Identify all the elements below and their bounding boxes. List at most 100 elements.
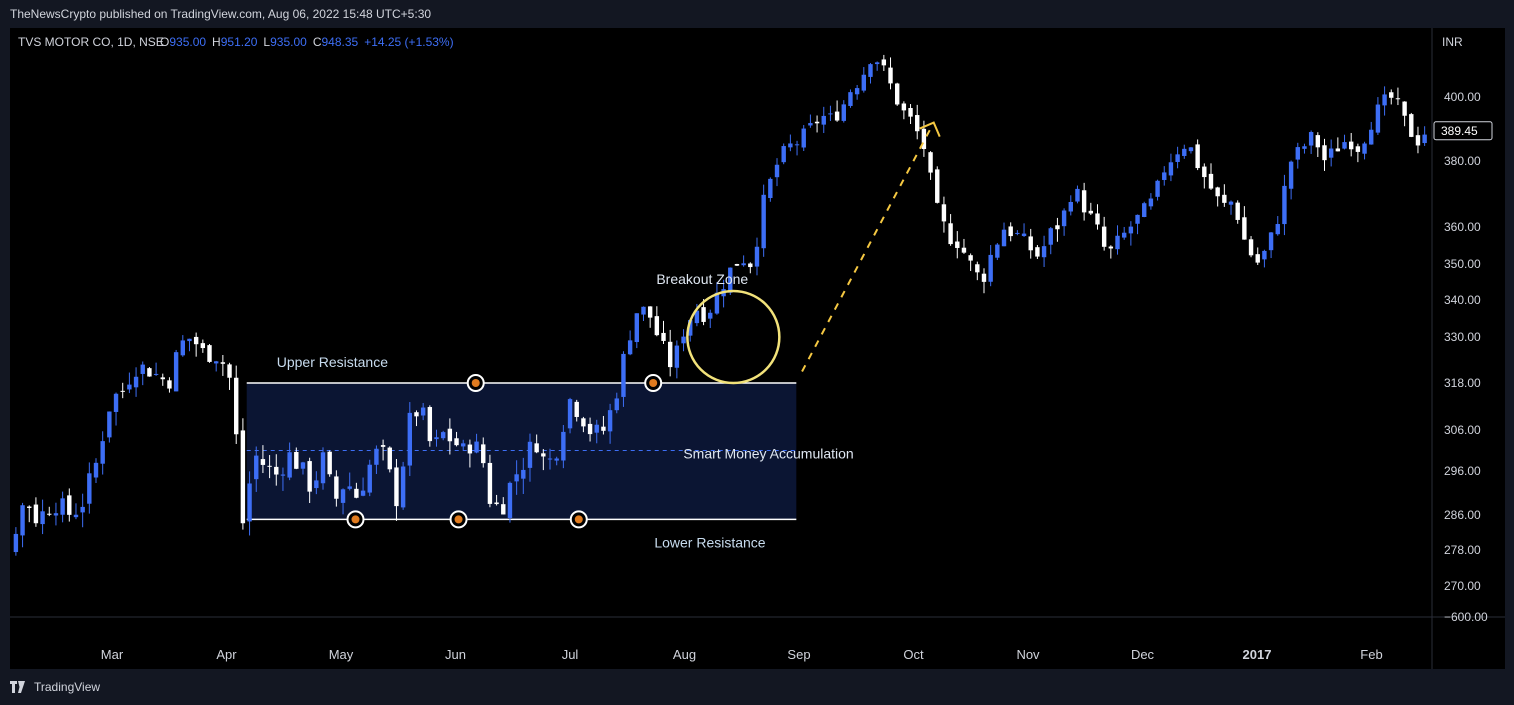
candle-body bbox=[267, 465, 272, 467]
candle-body bbox=[1175, 154, 1180, 163]
candle-body bbox=[1328, 148, 1334, 158]
candle-body bbox=[621, 353, 626, 397]
candle-body bbox=[1248, 239, 1254, 256]
candle-body bbox=[160, 377, 165, 380]
candle-body bbox=[674, 345, 680, 368]
candle-body bbox=[454, 438, 459, 446]
candle-body bbox=[908, 108, 913, 117]
candle-body bbox=[387, 447, 392, 470]
candle-body bbox=[1335, 148, 1341, 152]
candle-body bbox=[901, 103, 907, 111]
candle-body bbox=[768, 178, 773, 199]
candle-body bbox=[367, 464, 372, 493]
price-tick-label: 350.00 bbox=[1444, 257, 1481, 271]
candle-body bbox=[501, 504, 506, 515]
legend-l-value: 935.00 bbox=[270, 35, 307, 49]
time-tick-label: Jul bbox=[562, 647, 579, 662]
footer: TradingView bbox=[10, 680, 100, 694]
candle-body bbox=[734, 264, 740, 266]
candlestick-chart[interactable]: TVS MOTOR CO, 1D, NSE O935.00 H951.20 L935… bbox=[10, 28, 1505, 669]
candle-body bbox=[1362, 143, 1367, 154]
candle-body bbox=[207, 345, 212, 362]
candle-body bbox=[521, 469, 526, 479]
candle-body bbox=[701, 307, 706, 322]
candle-body bbox=[461, 443, 466, 447]
candle-body bbox=[481, 444, 486, 464]
time-tick-label: Jun bbox=[445, 647, 466, 662]
price-tick-label: 318.00 bbox=[1444, 376, 1481, 390]
candle-body bbox=[1255, 254, 1260, 263]
candle-body bbox=[240, 430, 246, 524]
candle-body bbox=[581, 418, 586, 427]
candles-layer bbox=[13, 54, 1427, 556]
candle-body bbox=[808, 123, 813, 126]
candle-body bbox=[948, 223, 953, 245]
lower-resistance-label: Lower Resistance bbox=[654, 534, 765, 550]
candle-body bbox=[1422, 134, 1427, 144]
candle-body bbox=[1369, 129, 1374, 145]
candle-body bbox=[13, 533, 19, 553]
candle-body bbox=[414, 412, 419, 417]
legend-symbol[interactable]: TVS MOTOR CO, 1D, NSE bbox=[18, 35, 164, 49]
candle-body bbox=[287, 452, 292, 478]
candle-body bbox=[681, 336, 686, 344]
chart-frame[interactable]: TVS MOTOR CO, 1D, NSE O935.00 H951.20 L935… bbox=[10, 28, 1505, 669]
candle-body bbox=[688, 320, 693, 336]
candle-body bbox=[661, 332, 666, 341]
candle-body bbox=[127, 384, 132, 390]
candle-body bbox=[320, 452, 326, 484]
candle-body bbox=[1162, 172, 1167, 180]
candle-body bbox=[407, 412, 413, 466]
breakout-circle bbox=[686, 289, 781, 385]
candle-body bbox=[941, 204, 947, 222]
candle-body bbox=[975, 264, 980, 273]
candle-body bbox=[781, 146, 786, 163]
candle-body bbox=[374, 448, 379, 465]
candle-body bbox=[234, 377, 239, 435]
candle-body bbox=[861, 74, 867, 91]
candle-body bbox=[1015, 232, 1020, 234]
candle-body bbox=[180, 340, 186, 356]
candle-body bbox=[1142, 203, 1147, 218]
candle-body bbox=[1148, 198, 1154, 207]
candle-body bbox=[73, 514, 79, 518]
candle-body bbox=[1222, 194, 1227, 203]
touch-marker-dot bbox=[649, 379, 658, 387]
candle-body bbox=[574, 401, 579, 417]
time-tick-label: Nov bbox=[1016, 647, 1040, 662]
candle-body bbox=[1088, 210, 1094, 214]
candle-body bbox=[1035, 247, 1040, 257]
candle-body bbox=[494, 502, 499, 505]
candle-body bbox=[567, 399, 573, 429]
candle-body bbox=[93, 462, 99, 478]
breakout-zone-label: Breakout Zone bbox=[656, 271, 748, 287]
candle-body bbox=[988, 254, 993, 282]
candle-body bbox=[694, 310, 700, 324]
candle-body bbox=[1155, 180, 1160, 197]
candle-body bbox=[187, 338, 192, 342]
candle-body bbox=[1242, 217, 1247, 240]
candle-body bbox=[1295, 147, 1300, 160]
candle-body bbox=[40, 511, 45, 525]
candle-body bbox=[314, 480, 319, 489]
last-price-badge bbox=[1433, 121, 1493, 141]
candle-body bbox=[487, 462, 493, 504]
candle-body bbox=[1302, 146, 1307, 149]
legend-h-value: 951.20 bbox=[221, 35, 258, 49]
candle-body bbox=[641, 306, 646, 315]
candle-body bbox=[981, 273, 987, 282]
candle-body bbox=[113, 393, 119, 412]
candle-body bbox=[1409, 114, 1414, 137]
candle-body bbox=[874, 62, 880, 65]
candle-body bbox=[1342, 142, 1347, 149]
candle-body bbox=[507, 482, 513, 518]
candle-body bbox=[147, 368, 152, 377]
candle-body bbox=[280, 474, 286, 476]
legend-change: +14.25 (+1.53%) bbox=[364, 35, 453, 49]
candle-body bbox=[928, 152, 933, 173]
candle-body bbox=[1182, 148, 1187, 156]
footer-brand: TradingView bbox=[34, 680, 101, 694]
candle-body bbox=[227, 364, 232, 378]
candle-body bbox=[1389, 92, 1394, 98]
currency-label: INR bbox=[1442, 35, 1463, 49]
